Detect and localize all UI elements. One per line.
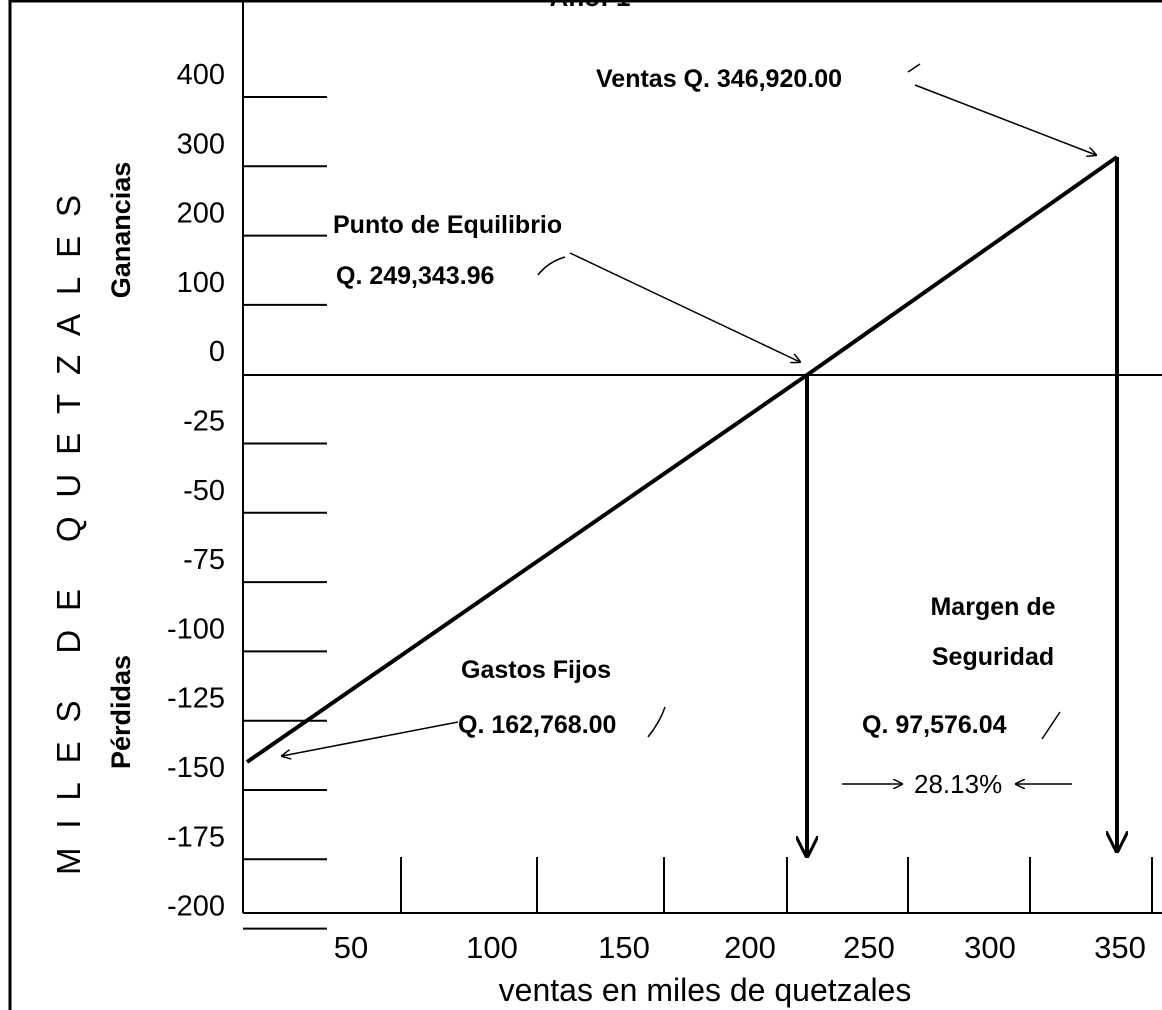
- fixed-costs-tick-mark: [647, 706, 666, 738]
- profit-line: [245, 155, 1119, 764]
- y-tick-group: 400 300 200 100 0 -25 -50 -75 -100 -125 -150 -175 -2…: [167, 59, 327, 930]
- x-tick-label: 50: [334, 930, 368, 965]
- x-tick-label: 300: [964, 930, 1016, 965]
- fixed-costs-annotation-value: Q. 162,768.00: [458, 711, 616, 739]
- x-tick-label: 350: [1094, 930, 1146, 965]
- y-tick-label: 300: [177, 128, 225, 160]
- y-tick-label: -175: [167, 821, 225, 853]
- safety-margin-title-1: Margen de: [930, 593, 1055, 621]
- y-tick-label: -200: [167, 891, 225, 923]
- y-tick-label: -100: [167, 613, 225, 645]
- safety-margin-amount: Q. 97,576.04: [862, 711, 1007, 739]
- ventas-annotation: Ventas Q. 346,920.00: [596, 65, 842, 93]
- y-tick-label: -25: [183, 406, 225, 438]
- y-tick-label: -75: [183, 544, 225, 576]
- break-even-annotation-value: Q. 249,343.96: [336, 262, 494, 290]
- y-tick-label: 400: [177, 59, 225, 91]
- safety-margin-title-2: Seguridad: [932, 643, 1054, 671]
- x-axis-label: ventas en miles de quetzales: [499, 972, 912, 1008]
- y-tick-label: -50: [183, 475, 225, 507]
- x-tick-label: 200: [724, 930, 776, 965]
- fixed-costs-pointer-arrow: [282, 721, 459, 756]
- y-axis-outer-label: MILES DE QUETZALES: [50, 195, 87, 875]
- y-tick-label: 200: [177, 198, 225, 230]
- chart-title: Año: 1: [550, 0, 631, 12]
- y-tick-label: 0: [209, 336, 225, 368]
- ventas-pointer-arrow: [914, 84, 1096, 155]
- x-tick-label: 250: [843, 930, 895, 965]
- fixed-costs-annotation-title: Gastos Fijos: [461, 656, 611, 684]
- break-even-pointer-arrow: [569, 252, 800, 362]
- x-tick-group: 50 100 150 200 250 300 350: [334, 857, 1153, 965]
- ventas-tick-mark: [907, 63, 921, 73]
- y-tick-label: -125: [167, 683, 225, 715]
- y-tick-label: 100: [177, 267, 225, 299]
- y-axis-gain-label: Ganancias: [106, 162, 136, 299]
- break-even-tick-mark: [537, 256, 566, 276]
- break-even-annotation-title: Punto de Equilibrio: [333, 211, 562, 239]
- safety-margin-tick-mark: [1041, 711, 1061, 740]
- y-axis-loss-label: Pérdidas: [106, 655, 136, 769]
- y-tick-label: -150: [167, 752, 225, 784]
- x-tick-label: 150: [598, 930, 650, 965]
- x-tick-label: 100: [466, 930, 518, 965]
- safety-margin-percent: 28.13%: [914, 769, 1002, 799]
